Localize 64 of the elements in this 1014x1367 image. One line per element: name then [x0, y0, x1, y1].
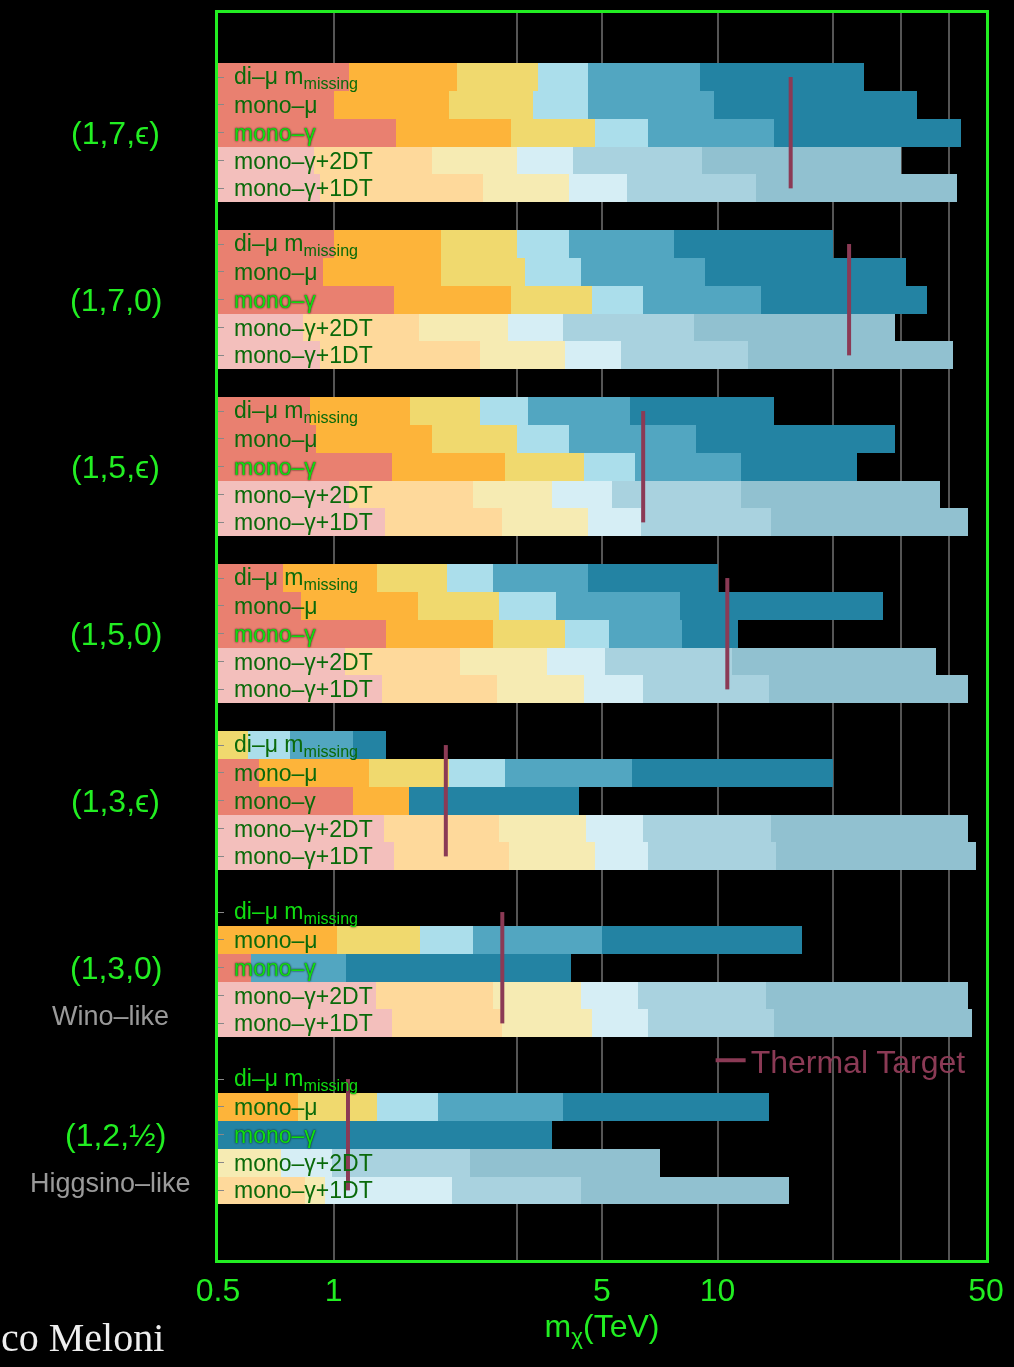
bar	[449, 759, 505, 787]
bar	[499, 592, 556, 620]
bar	[438, 1093, 563, 1121]
text: (1,5,ϵ)	[71, 449, 160, 485]
x-axis-title: m$_{χ}$(TeV)	[544, 1308, 660, 1350]
x-tick-label: 50	[968, 1272, 1004, 1309]
y-tick-label: di–μ m$_{missing}$	[234, 230, 359, 259]
y-tick-label: mono–μ	[234, 426, 318, 452]
bar	[632, 759, 833, 787]
text: (1,5,0)	[70, 616, 163, 652]
text: (1,3,ϵ)	[71, 783, 160, 819]
x-tick-label: 0.5	[195, 1272, 241, 1309]
text: Higgsino–like	[30, 1168, 191, 1198]
y-tick-label: mono–γ+1DT	[234, 342, 373, 368]
bar	[473, 926, 602, 954]
text: (1,3,0)	[70, 950, 163, 986]
y-tick-label: di–μ m$_{missing}$	[234, 564, 359, 593]
bar	[337, 926, 420, 954]
y-tick-label: mono–γ+2DT	[234, 315, 373, 341]
y-tick-label: mono–γ+2DT	[234, 482, 373, 508]
y-tick-label: mono–γ+1DT	[234, 1010, 373, 1036]
x-tick-label: 1	[324, 1272, 343, 1309]
text: (1,7,0)	[70, 282, 163, 318]
y-tick-label: mono–μ	[234, 593, 318, 619]
y-tick-label: mono–γ	[234, 287, 317, 313]
y-tick-label: mono–μ	[234, 927, 318, 953]
y-tick-label: mono–μ	[234, 259, 318, 285]
bar	[346, 954, 571, 982]
y-tick-label: mono–γ+1DT	[234, 509, 373, 535]
y-tick-label: mono–γ+1DT	[234, 1177, 373, 1203]
bar	[508, 314, 563, 341]
y-tick-label: mono–γ	[234, 120, 317, 146]
y-tick-label: mono–μ	[234, 92, 318, 118]
y-tick-label: mono–γ+2DT	[234, 649, 373, 675]
y-tick-label: di–μ m$_{missing}$	[234, 397, 359, 426]
y-tick-label: mono–γ+1DT	[234, 676, 373, 702]
y-tick-label: mono–γ+2DT	[234, 983, 373, 1009]
text: co Meloni	[1, 1315, 165, 1360]
bar	[563, 1093, 769, 1121]
y-tick-label: mono–γ	[234, 1122, 317, 1148]
y-tick-label: mono–γ+2DT	[234, 816, 373, 842]
bar	[377, 1093, 438, 1121]
text: Wino–like	[52, 1001, 170, 1031]
bar	[565, 341, 621, 369]
y-tick-label: mono–γ	[234, 621, 317, 647]
y-tick-label: di–μ m$_{missing}$	[234, 898, 359, 927]
text: (1,2,½)	[65, 1117, 167, 1153]
y-tick-label: mono–γ+1DT	[234, 843, 373, 869]
bar	[602, 926, 802, 954]
text: (1,7,ϵ)	[71, 115, 160, 151]
y-tick-label: mono–γ+1DT	[234, 175, 373, 201]
y-tick-label: mono–μ	[234, 1094, 318, 1120]
bar	[447, 564, 493, 592]
y-tick-label: mono–γ+2DT	[234, 148, 373, 174]
bar	[420, 926, 473, 954]
bar	[505, 759, 632, 787]
y-tick-label: mono–γ	[234, 788, 317, 814]
y-tick-label: mono–μ	[234, 760, 318, 786]
y-tick-label: mono–γ	[234, 454, 317, 480]
bar	[409, 787, 579, 815]
x-tick-label: 5	[593, 1272, 611, 1309]
x-tick-label: 10	[699, 1272, 736, 1309]
y-tick-label: di–μ m$_{missing}$	[234, 63, 359, 92]
bar	[369, 759, 449, 787]
